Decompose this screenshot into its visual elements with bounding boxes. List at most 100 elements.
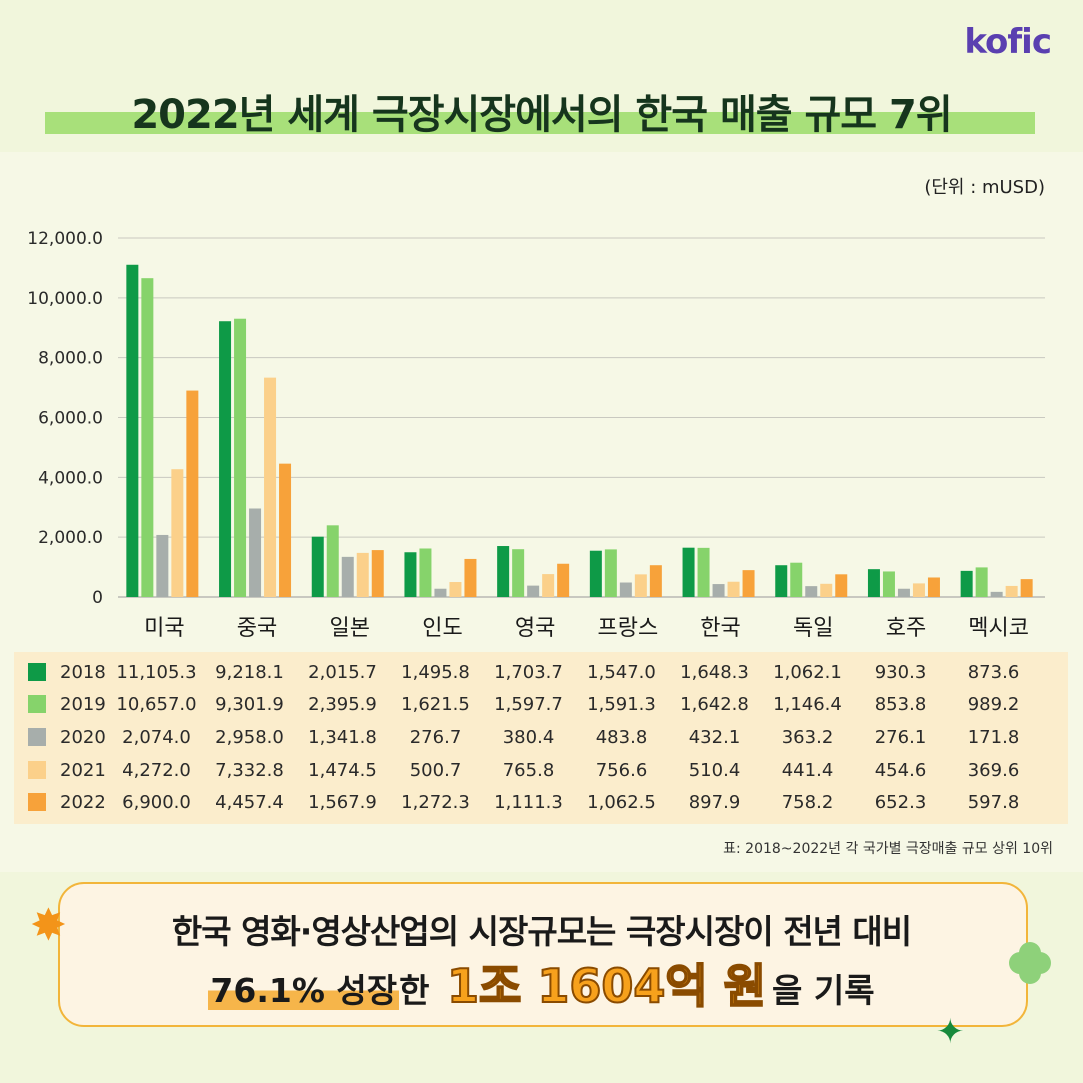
table-cell: 758.2 xyxy=(781,792,834,814)
clover-icon xyxy=(1009,942,1051,984)
legend-cell: 2021 xyxy=(18,754,110,787)
table-cell: 873.6 xyxy=(967,661,1020,683)
bar-2022 xyxy=(557,563,570,597)
table-cell: 483.8 xyxy=(595,726,648,748)
bar-2022 xyxy=(371,550,384,597)
legend-swatch xyxy=(28,695,46,714)
table-cell: 897.9 xyxy=(688,792,741,814)
table-cell: 1,703.7 xyxy=(494,661,563,683)
table-cell: 2,395.9 xyxy=(308,694,377,716)
callout-line-1: 한국 영화·영상산업의 시장규모는 극장시장이 전년 대비 xyxy=(171,912,912,951)
table-cell: 2,958.0 xyxy=(215,726,284,748)
table-row: 2022 6,900.0 4,457.4 1,567.9 1,272.3 1,111.3 1… xyxy=(18,786,1040,819)
bar-2020 xyxy=(805,586,818,597)
bar-2021 xyxy=(542,574,555,597)
table-cell: 10,657.0 xyxy=(116,694,197,716)
y-tick-label: 2,000.0 xyxy=(38,528,103,548)
table-cell: 432.1 xyxy=(688,726,741,748)
four-point-star-icon: ✦ xyxy=(936,1012,965,1052)
bar-2020 xyxy=(527,585,540,597)
bar-2020 xyxy=(712,584,725,597)
legend-label: 2022 xyxy=(60,792,106,814)
bar-2022 xyxy=(464,558,477,597)
table-cell: 454.6 xyxy=(874,759,927,781)
bar-2019 xyxy=(975,567,988,597)
legend-label: 2021 xyxy=(60,759,106,781)
bar-2018 xyxy=(497,546,510,597)
bar-2019 xyxy=(141,278,154,597)
callout-mid: 한 xyxy=(399,971,430,1010)
bar-2020 xyxy=(990,591,1003,597)
bar-2020 xyxy=(619,582,632,597)
table-cell: 441.4 xyxy=(781,759,834,781)
bar-2019 xyxy=(326,525,339,597)
data-table: 2018 11,105.3 9,218.1 2,015.7 1,495.8 1,703.7… xyxy=(18,656,1040,819)
table-cell: 2,074.0 xyxy=(122,726,191,748)
bar-2022 xyxy=(649,565,662,597)
table-cell: 4,272.0 xyxy=(122,759,191,781)
title-wrap: 2022년 세계 극장시장에서의 한국 매출 규모 7위 xyxy=(0,82,1083,140)
y-tick-label: 4,000.0 xyxy=(38,468,103,488)
table-cell: 171.8 xyxy=(967,726,1020,748)
bar-2019 xyxy=(790,562,803,597)
table-row: 2020 2,074.0 2,958.0 1,341.8 276.7 380.4 483.8… xyxy=(18,721,1040,754)
table-cell: 1,474.5 xyxy=(308,759,377,781)
legend-swatch xyxy=(28,760,46,779)
bar-2019 xyxy=(882,571,895,597)
table-cell: 853.8 xyxy=(874,694,927,716)
bar-2021 xyxy=(356,552,369,597)
bar-2021 xyxy=(820,583,833,597)
bar-2022 xyxy=(835,574,848,597)
y-tick-label: 12,000.0 xyxy=(27,229,103,249)
bar-2018 xyxy=(960,570,973,597)
y-tick-label: 10,000.0 xyxy=(27,289,103,309)
unit-label: (단위 : mUSD) xyxy=(924,177,1045,198)
bar-2021 xyxy=(171,469,184,597)
table-cell: 1,341.8 xyxy=(308,726,377,748)
table-cell: 930.3 xyxy=(874,661,927,683)
bar-2022 xyxy=(927,577,940,597)
table-cell: 1,062.1 xyxy=(773,661,842,683)
bar-2021 xyxy=(634,574,647,597)
bar-2020 xyxy=(341,556,354,597)
table-cell: 1,146.4 xyxy=(773,694,842,716)
table-cell: 363.2 xyxy=(781,726,834,748)
table-cell: 9,301.9 xyxy=(215,694,284,716)
table-cell: 369.6 xyxy=(967,759,1020,781)
callout-tail: 을 기록 xyxy=(772,971,875,1010)
bar-2022 xyxy=(742,570,755,597)
y-tick-label: 6,000.0 xyxy=(38,409,103,429)
legend-cell: 2018 xyxy=(18,656,110,689)
bar-chart: 12,000.0 10,000.0 8,000.0 6,000.0 4,000.0 2,0… xyxy=(27,229,1045,641)
bar-2018 xyxy=(126,264,139,597)
kofic-logo: kofic xyxy=(964,22,1052,62)
table-cell: 1,111.3 xyxy=(494,792,563,814)
x-category-label: 미국 xyxy=(144,616,184,641)
table-row: 2019 10,657.0 9,301.9 2,395.9 1,621.5 1,597.7… xyxy=(18,689,1040,722)
table-cell: 510.4 xyxy=(688,759,741,781)
chart-caption: 표: 2018~2022년 각 국가별 극장매출 규모 상위 10위 xyxy=(723,841,1053,857)
table-cell: 1,642.8 xyxy=(680,694,749,716)
x-category-label: 호주 xyxy=(886,616,926,641)
table-cell: 4,457.4 xyxy=(215,792,284,814)
table-cell: 1,272.3 xyxy=(401,792,470,814)
bar-2021 xyxy=(264,377,277,597)
table-cell: 756.6 xyxy=(595,759,648,781)
x-category-label: 독일 xyxy=(793,616,833,641)
bar-2018 xyxy=(589,550,602,597)
bar-2020 xyxy=(434,588,447,597)
bar-2021 xyxy=(727,581,740,597)
table-cell: 1,591.3 xyxy=(587,694,656,716)
table-cell: 276.1 xyxy=(874,726,927,748)
table-cell: 1,648.3 xyxy=(680,661,749,683)
data-table-background xyxy=(14,652,1068,824)
y-tick-label: 8,000.0 xyxy=(38,349,103,369)
page-title: 2022년 세계 극장시장에서의 한국 매출 규모 7위 xyxy=(131,92,952,138)
legend-swatch xyxy=(28,727,46,746)
y-tick-label: 0 xyxy=(92,588,103,608)
bar-2022 xyxy=(186,390,199,597)
table-cell: 500.7 xyxy=(409,759,462,781)
legend-swatch xyxy=(28,662,46,681)
table-cell: 380.4 xyxy=(502,726,555,748)
